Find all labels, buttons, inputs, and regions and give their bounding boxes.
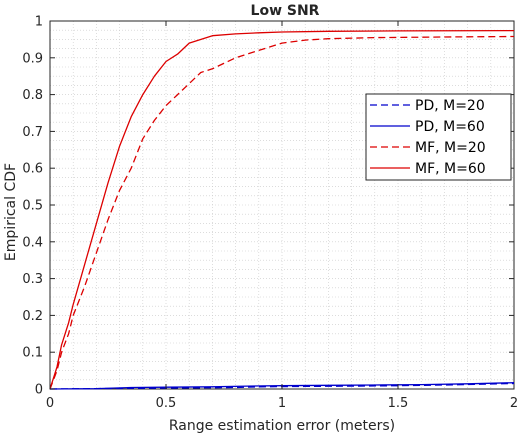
y-tick-label: 0.7: [22, 125, 43, 140]
y-axis-label: Empirical CDF: [3, 163, 19, 261]
y-tick-label: 0.6: [22, 162, 43, 177]
x-tick-label: 1: [278, 396, 286, 411]
grid: [49, 20, 515, 390]
y-tick-label: 0.3: [22, 272, 43, 287]
x-tick-label: 2: [510, 396, 518, 411]
legend-label-2: PD, M=60: [415, 119, 485, 135]
y-tick-label: 0.9: [22, 51, 43, 66]
y-tick-label: 0.1: [22, 346, 43, 361]
series-line-4: [49, 29, 515, 390]
legend: PD, M=20 PD, M=60 MF, M=20 MF, M=60: [365, 93, 512, 181]
x-tick-label: 1.5: [388, 396, 409, 411]
y-tick-label: 0.5: [22, 199, 43, 214]
legend-box: [365, 93, 512, 181]
series-line-2: [49, 382, 515, 390]
legend-label-4: MF, M=60: [415, 161, 486, 177]
x-tick-label: 0: [46, 396, 54, 411]
y-tick-label: 0.8: [22, 88, 43, 103]
legend-label-3: MF, M=20: [415, 140, 486, 156]
y-tick-label: 0.2: [22, 309, 43, 324]
series-line-3: [49, 35, 515, 390]
x-tick-label: 0.5: [156, 396, 177, 411]
y-tick-label: 0: [35, 383, 43, 398]
y-tick-label: 0.4: [22, 235, 43, 250]
y-tick-labels: 0 0.1 0.2 0.3 0.4 0.5 0.6 0.7 0.8 0.9 1: [22, 15, 43, 398]
y-tick-label: 1: [35, 15, 43, 30]
chart-title: Low SNR: [251, 3, 320, 19]
x-axis-label: Range estimation error (meters): [169, 418, 395, 434]
x-tick-labels: 0 0.5 1 1.5 2: [46, 396, 518, 411]
legend-label-1: PD, M=20: [415, 98, 485, 114]
